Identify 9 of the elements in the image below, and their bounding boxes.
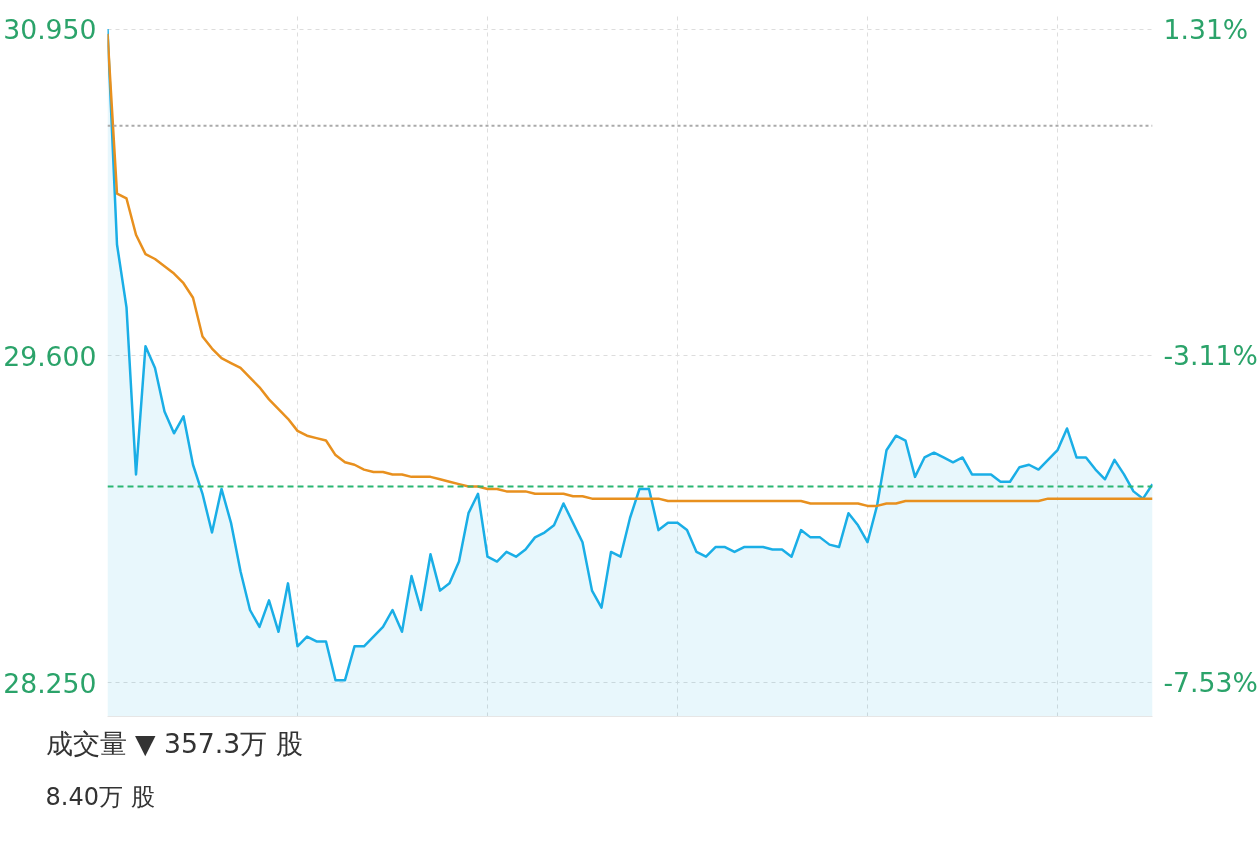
text: 成交量 ▼ 357.3万 股: [45, 727, 303, 759]
y2-tick-label: -7.53%: [1163, 667, 1258, 699]
y2-tick-label: -3.11%: [1163, 340, 1258, 372]
text: 8.40万 股: [45, 782, 155, 811]
y-tick-label: 30.950: [3, 14, 97, 46]
y-tick-label: 29.600: [3, 340, 97, 372]
y-tick-label: 28.250: [3, 667, 97, 699]
y2-tick-label: 1.31%: [1163, 13, 1249, 45]
line-series: [107, 32, 1153, 508]
